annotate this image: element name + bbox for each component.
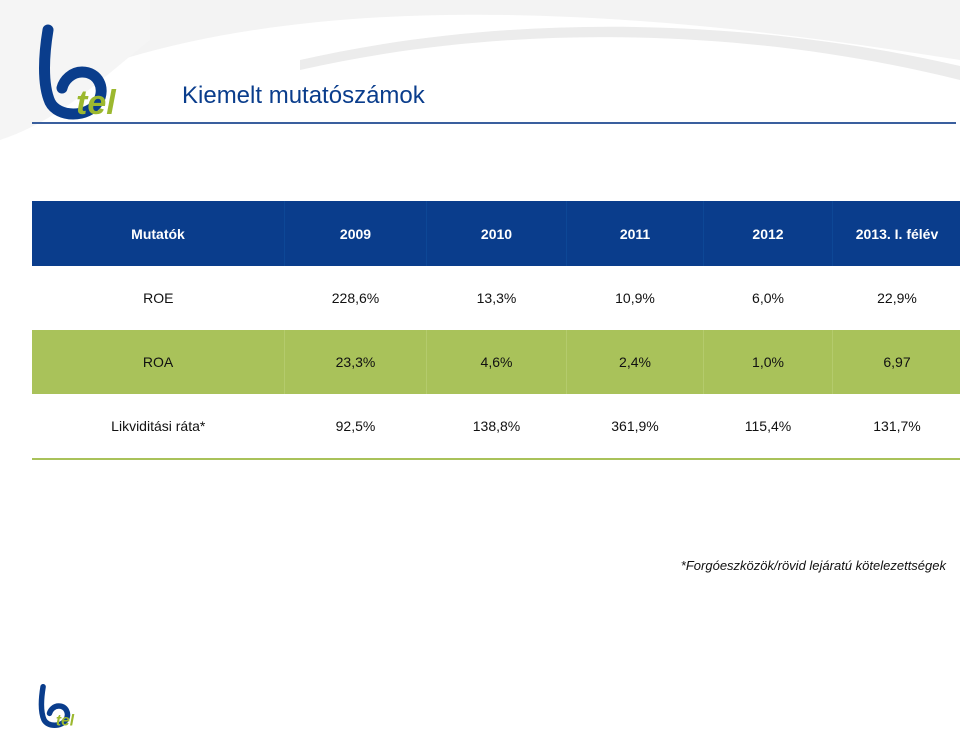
table-cell: 131,7%: [832, 394, 960, 460]
table-cell: 10,9%: [566, 266, 704, 330]
header-cell: 2012: [703, 201, 833, 266]
table-cell: 6,0%: [703, 266, 833, 330]
table-cell: 228,6%: [284, 266, 427, 330]
footnote: *Forgóeszközök/rövid lejáratú kötelezett…: [680, 558, 946, 573]
page-title: Kiemelt mutatószámok: [182, 82, 425, 109]
title-divider: [32, 122, 956, 124]
header-cell: 2010: [426, 201, 567, 266]
header-cell: 2011: [566, 201, 704, 266]
table-cell: 361,9%: [566, 394, 704, 460]
metrics-table: Mutatók 2009 2010 2011 2012 2013. I. fél…: [32, 201, 960, 460]
table-cell: 1,0%: [703, 330, 833, 394]
table-row: ROE 228,6% 13,3% 10,9% 6,0% 22,9%: [32, 266, 960, 330]
table-cell: 115,4%: [703, 394, 833, 460]
table-cell: 92,5%: [284, 394, 427, 460]
table-cell: 6,97: [832, 330, 960, 394]
header-cell: 2013. I. félév: [832, 201, 960, 266]
row-label: ROA: [32, 330, 285, 394]
table-cell: 13,3%: [426, 266, 567, 330]
table-cell: 22,9%: [832, 266, 960, 330]
table-header-row: Mutatók 2009 2010 2011 2012 2013. I. fél…: [32, 201, 960, 266]
svg-text:tel: tel: [76, 84, 117, 120]
table-row: ROA 23,3% 4,6% 2,4% 1,0% 6,97: [32, 330, 960, 394]
row-label: ROE: [32, 266, 285, 330]
table-row: Likviditási ráta* 92,5% 138,8% 361,9% 11…: [32, 394, 960, 460]
svg-text:tel: tel: [56, 712, 75, 728]
table-cell: 138,8%: [426, 394, 567, 460]
header-cell: Mutatók: [32, 201, 285, 266]
row-label: Likviditási ráta*: [32, 394, 285, 460]
btel-logo-small: tel: [38, 684, 75, 728]
table-cell: 2,4%: [566, 330, 704, 394]
header-cell: 2009: [284, 201, 427, 266]
table-cell: 23,3%: [284, 330, 427, 394]
btel-logo: tel: [39, 24, 117, 120]
table-cell: 4,6%: [426, 330, 567, 394]
